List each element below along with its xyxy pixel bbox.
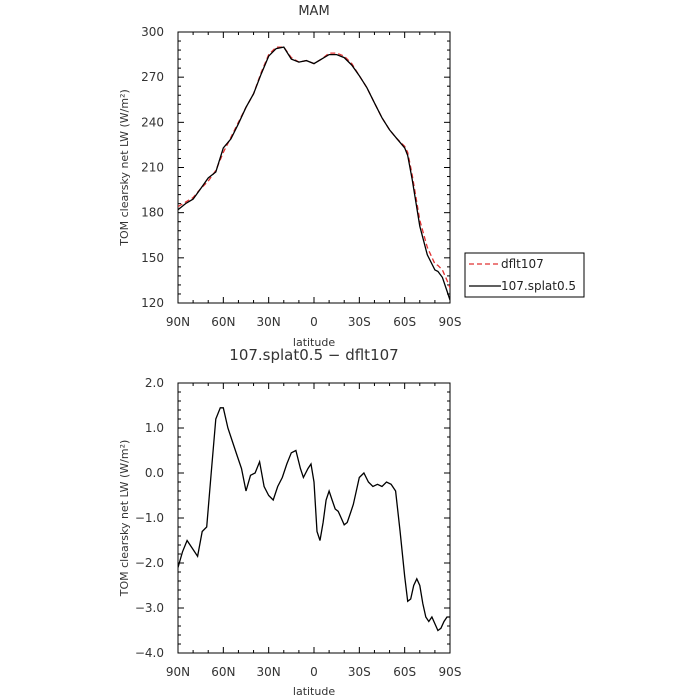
x-tick-label: 30S	[348, 665, 371, 679]
legend-box	[464, 252, 585, 298]
x-tick-label: 30S	[348, 315, 371, 329]
x-axis-title: latitude	[293, 336, 335, 349]
y-tick-label: 240	[141, 115, 164, 129]
chart-panel-2: −4.0 −3.0 −2.0 −1.0 0.0 1.0 2.0 90N 60N 30N 0 30S 60…	[118, 346, 461, 698]
y-tick-label: 0.0	[145, 466, 164, 480]
x-tick-label: 30N	[257, 315, 281, 329]
y-tick-label: −2.0	[135, 556, 164, 570]
legend: dflt107 107.splat0.5	[464, 252, 585, 298]
x-tick-label: 90N	[166, 665, 190, 679]
series-line-107-splat0-5	[178, 46, 450, 301]
y-tick-label: −1.0	[135, 511, 164, 525]
y-tick-label: 180	[141, 206, 164, 220]
x-tick-label: 90N	[166, 315, 190, 329]
y-axis-title: TOM clearsky net LW (W/m²)	[118, 89, 131, 247]
plot-frame	[177, 31, 451, 304]
x-tick-label: 60N	[211, 665, 235, 679]
legend-label: dflt107	[501, 257, 544, 271]
x-tick-label: 60S	[393, 315, 416, 329]
x-axis-title: latitude	[293, 685, 335, 698]
x-tick-label: 30N	[257, 665, 281, 679]
y-tick-label: 2.0	[145, 376, 164, 390]
chart-panel-1: 120 150 180 210 240 270 300 90N 60N 30N 0 30S 60S 90S…	[118, 4, 585, 349]
y-tick-label: 210	[141, 161, 164, 175]
x-tick-label: 60N	[211, 315, 235, 329]
y-tick-label: −3.0	[135, 601, 164, 615]
y-axis-title: TOM clearsky net LW (W/m²)	[118, 440, 131, 598]
x-tick-label: 0	[310, 315, 318, 329]
x-tick-label: 60S	[393, 665, 416, 679]
y-tick-label: −4.0	[135, 646, 164, 660]
x-tick-label: 0	[310, 665, 318, 679]
y-tick-label: 150	[141, 251, 164, 265]
x-tick-label: 90S	[439, 315, 462, 329]
plot-frame	[177, 382, 451, 654]
series-line-dflt107	[178, 46, 450, 289]
y-tick-label: 270	[141, 70, 164, 84]
chart-title: MAM	[298, 4, 329, 19]
series-line-difference	[178, 407, 450, 632]
legend-label: 107.splat0.5	[501, 279, 576, 293]
y-tick-label: 300	[141, 25, 164, 39]
y-tick-label: 1.0	[145, 421, 164, 435]
chart-title: 107.splat0.5 − dflt107	[229, 346, 398, 364]
y-tick-label: 120	[141, 296, 164, 310]
x-tick-label: 90S	[439, 665, 462, 679]
